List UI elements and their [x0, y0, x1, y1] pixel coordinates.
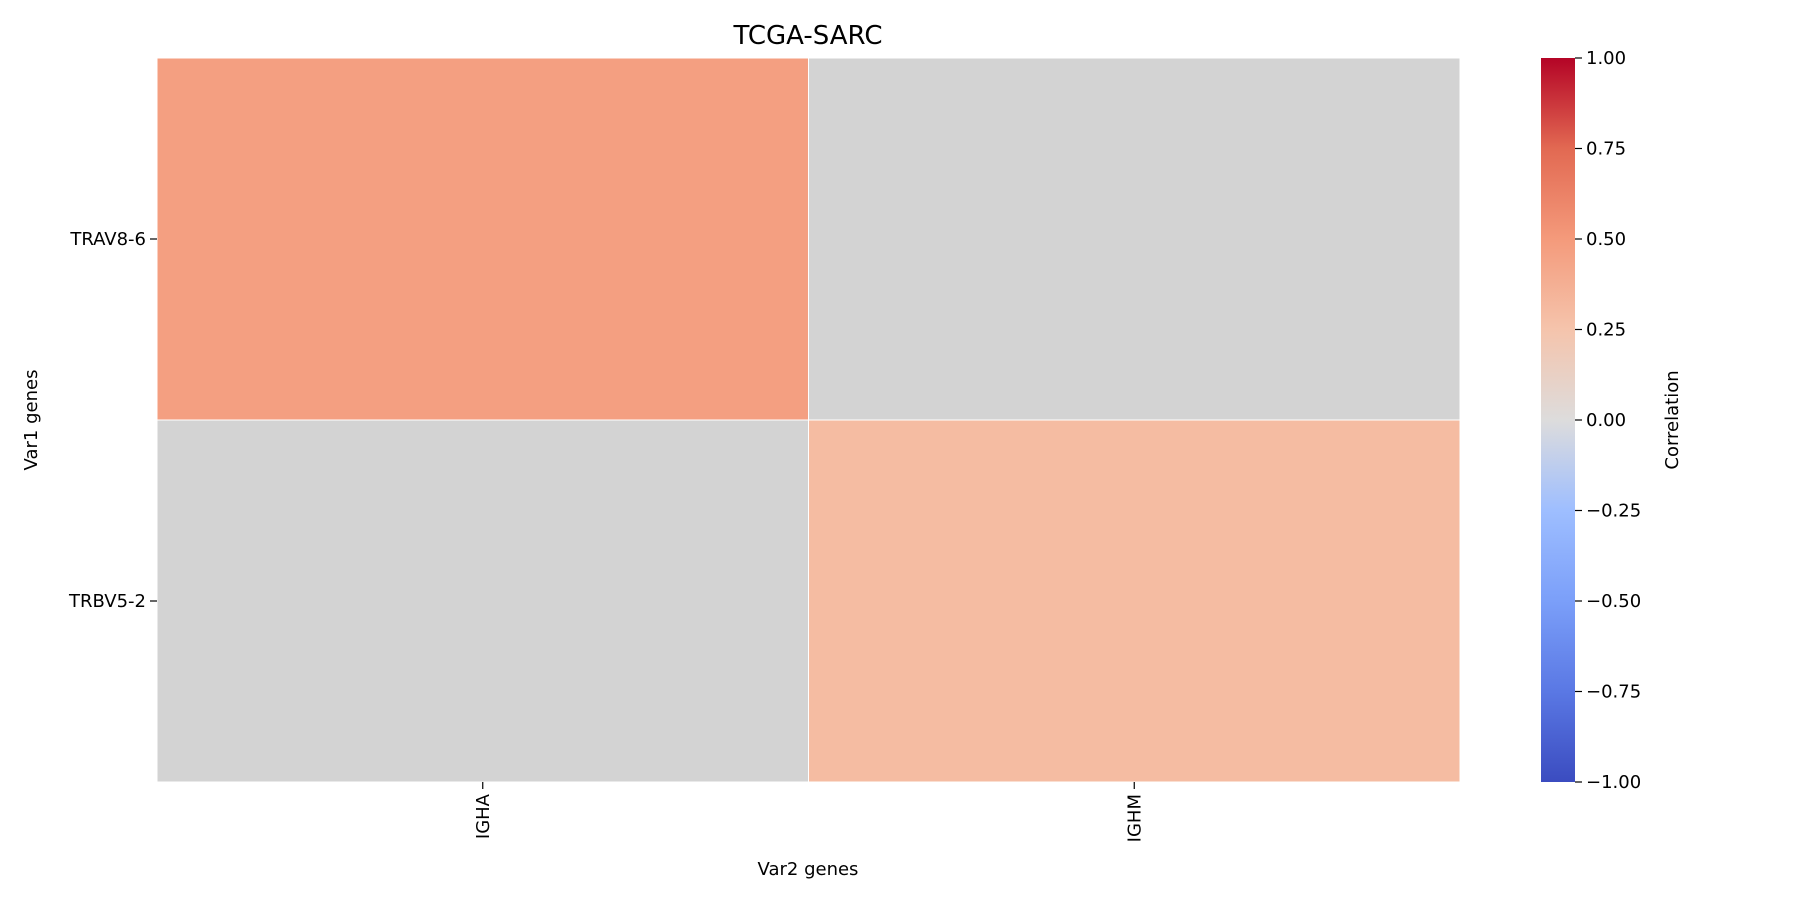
colorbar — [1541, 58, 1575, 782]
heatmap-cell — [808, 419, 1461, 783]
heatmap-cell — [156, 57, 809, 421]
y-axis-ticks: TRAV8-6 TRBV5-2 — [68, 229, 157, 612]
heatmap-cell — [156, 419, 809, 783]
y-tick-label: TRBV5-2 — [68, 591, 146, 612]
colorbar-tick-label: −0.50 — [1586, 591, 1641, 612]
colorbar-ticks: 1.00 0.75 0.50 0.25 0.00 −0.25 −0.50 −0.75 −1.00 — [1575, 48, 1641, 793]
colorbar-tick-label: 0.75 — [1586, 139, 1626, 160]
x-tick-label: IGHA — [473, 793, 494, 839]
x-axis-ticks: IGHA IGHM — [473, 782, 1145, 842]
colorbar-tick-label: −1.00 — [1586, 772, 1641, 793]
x-tick-label: IGHM — [1124, 794, 1145, 842]
colorbar-tick-label: −0.75 — [1586, 682, 1641, 703]
colorbar-tick-label: 0.50 — [1586, 229, 1626, 250]
colorbar-tick-label: 0.25 — [1586, 320, 1626, 341]
heatmap-cells — [156, 57, 1461, 783]
chart-title: TCGA-SARC — [733, 21, 883, 51]
heatmap-cell — [808, 57, 1461, 421]
colorbar-tick-label: −0.25 — [1586, 501, 1641, 522]
y-axis-label: Var1 genes — [21, 370, 42, 471]
colorbar-tick-label: 1.00 — [1586, 48, 1626, 69]
y-tick-label: TRAV8-6 — [69, 229, 146, 250]
x-axis-label: Var2 genes — [758, 859, 859, 880]
colorbar-tick-label: 0.00 — [1586, 410, 1626, 431]
colorbar-label: Correlation — [1662, 370, 1683, 469]
